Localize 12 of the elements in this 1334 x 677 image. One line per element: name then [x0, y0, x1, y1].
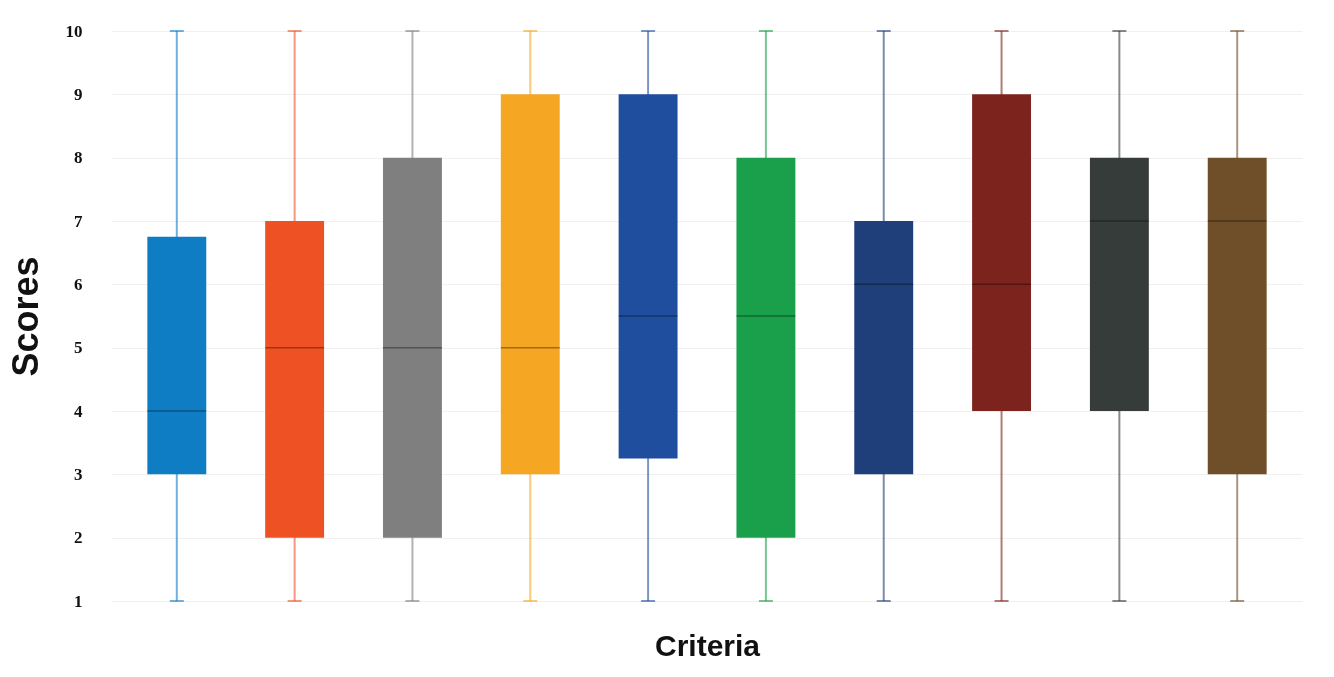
y-axis-title: Scores — [4, 256, 46, 377]
y-tick-label: 3 — [74, 464, 83, 484]
y-tick-label: 6 — [74, 274, 83, 294]
y-tick-label: 7 — [74, 211, 83, 231]
y-tick-label: 9 — [74, 84, 83, 104]
x-axis-title: Criteria — [654, 628, 761, 662]
y-tick-label: 2 — [74, 528, 83, 548]
y-tick-label: 1 — [74, 591, 83, 611]
y-tick-label: 5 — [74, 338, 83, 358]
y-tick-label: 4 — [74, 401, 83, 421]
y-tick-label: 8 — [74, 148, 83, 168]
y-tick-label: 10 — [65, 21, 83, 41]
